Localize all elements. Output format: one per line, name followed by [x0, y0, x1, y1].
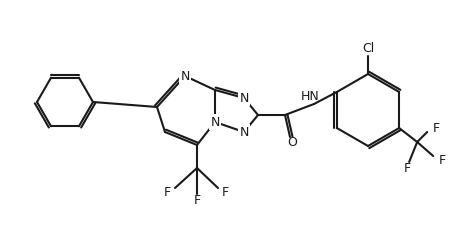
Text: N: N [210, 115, 219, 129]
Text: N: N [180, 69, 190, 83]
Text: F: F [222, 186, 229, 198]
Text: F: F [439, 153, 446, 166]
Text: HN: HN [301, 90, 319, 103]
Text: F: F [193, 194, 200, 206]
Text: F: F [164, 186, 171, 198]
Text: Cl: Cl [362, 43, 374, 55]
Text: F: F [404, 161, 411, 174]
Text: N: N [240, 91, 249, 105]
Text: F: F [433, 121, 440, 135]
Text: N: N [240, 126, 249, 138]
Text: O: O [287, 136, 297, 150]
